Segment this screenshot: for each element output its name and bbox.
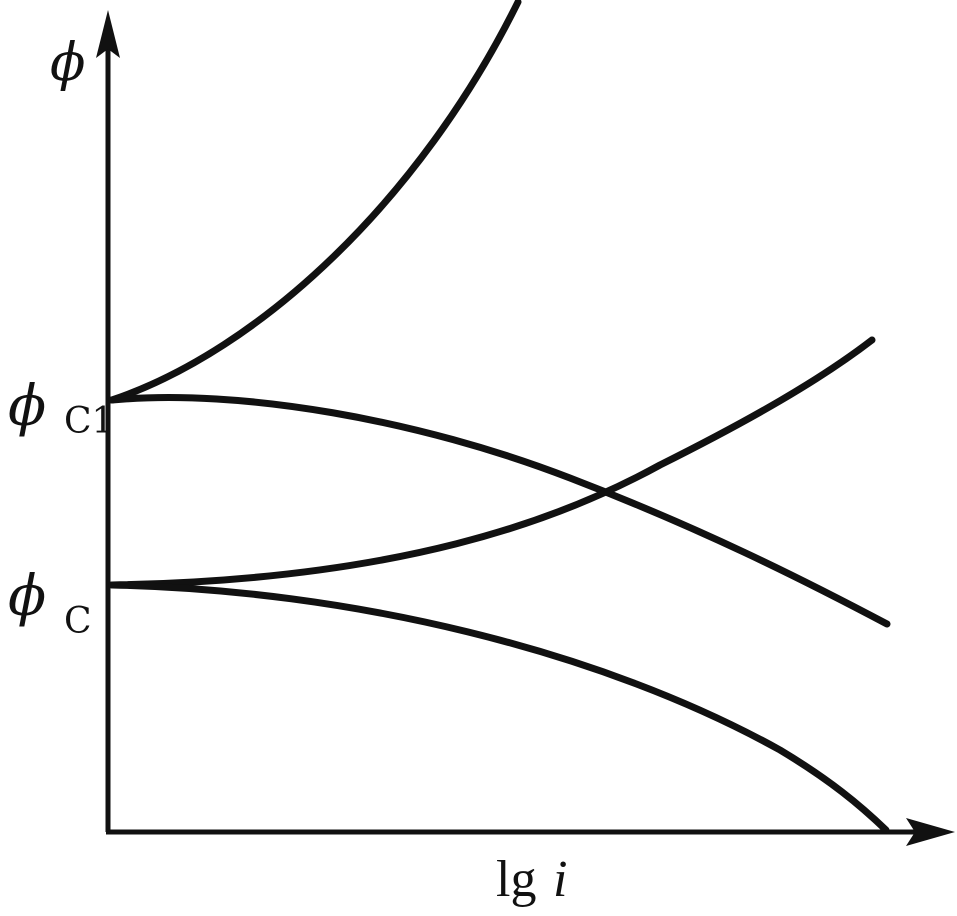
x-axis-label-italic: i <box>553 851 567 908</box>
level-label-phi-c1-subscript: C1 <box>64 401 114 442</box>
x-axis-label-main: lg <box>496 851 536 908</box>
level-label-phi-c1-base: ϕ <box>8 374 46 439</box>
level-label-phi-c-subscript: C <box>64 601 92 642</box>
level-label-phi-c1: ϕ C1 <box>8 374 114 442</box>
curve-upper-rising <box>108 0 522 404</box>
level-label-phi-c: ϕ C <box>8 564 92 642</box>
y-axis-arrowhead <box>96 10 120 58</box>
x-axis-label: lg i <box>496 849 567 909</box>
curve-lower-falling <box>108 581 890 834</box>
level-label-phi-c-base: ϕ <box>8 564 46 629</box>
x-axis-arrowhead <box>906 818 955 846</box>
curve-lower-rising <box>108 336 876 589</box>
y-axis-label: ϕ <box>50 33 85 93</box>
curve-upper-falling <box>108 394 891 628</box>
